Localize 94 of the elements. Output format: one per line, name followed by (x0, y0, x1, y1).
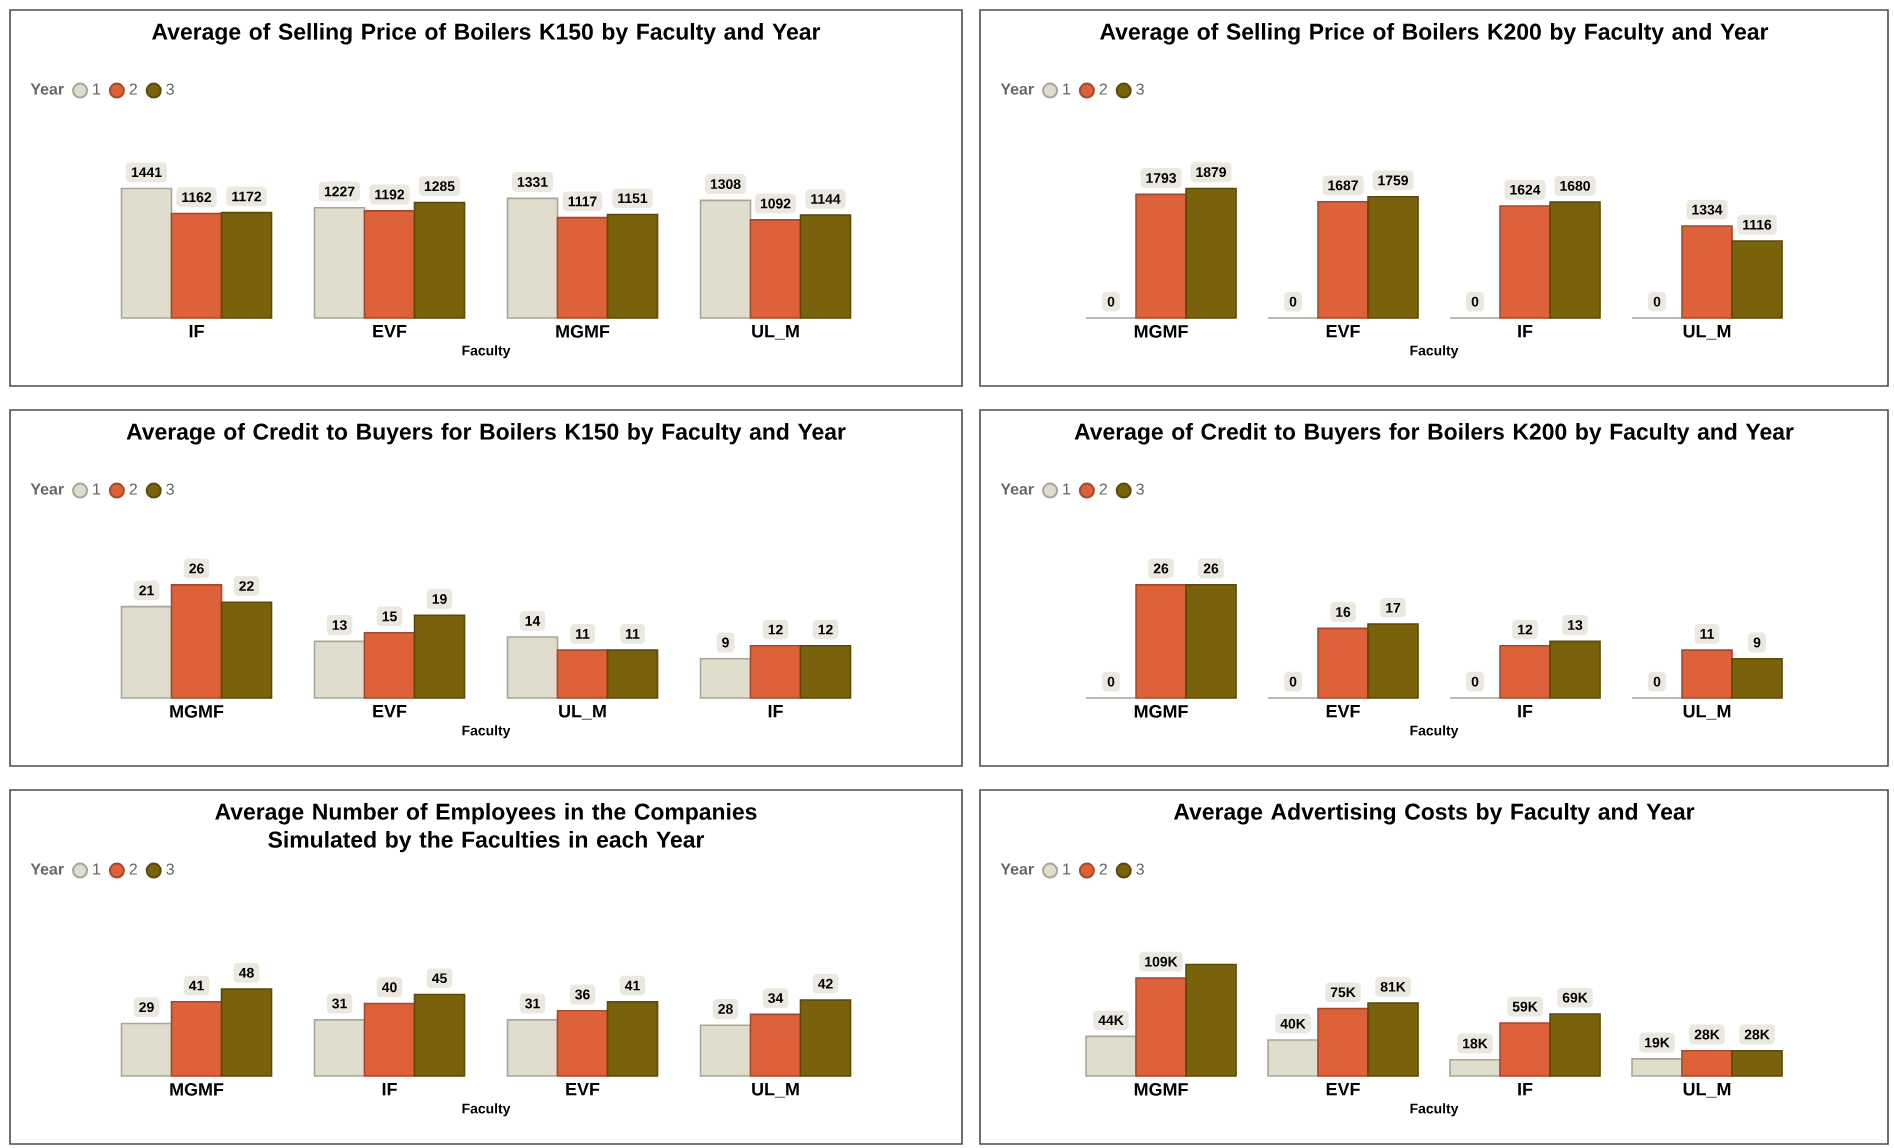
bar (1267, 1039, 1319, 1077)
bar (1681, 649, 1733, 699)
x-tick-label: EVF (373, 325, 407, 338)
bar (506, 197, 559, 319)
bar (1681, 1049, 1733, 1077)
bar (1549, 1013, 1601, 1077)
bar (1085, 1035, 1137, 1077)
bar (220, 211, 273, 319)
bar (413, 614, 466, 699)
bar (1731, 658, 1783, 699)
x-tick-label: MGMF (1134, 325, 1188, 338)
x-tick-label: MGMF (170, 1083, 224, 1096)
bar (799, 644, 852, 699)
chart-title: Average of Credit to Buyers for Boilers K200 by Faculty and Year (1074, 423, 1794, 445)
bar (313, 206, 366, 319)
bar (220, 601, 273, 699)
bar (606, 1000, 659, 1077)
x-tick-label: EVF (566, 1083, 600, 1096)
bar (1367, 623, 1419, 699)
bar (749, 644, 802, 699)
bar (699, 199, 752, 319)
x-tick-label: IF (768, 705, 783, 718)
bar (699, 1024, 752, 1077)
bar (1185, 584, 1237, 699)
bar (799, 999, 852, 1077)
chart-title: Average Number of Employees in the Companies Simulated by the Faculties in each Year (215, 803, 757, 853)
bar (313, 1019, 366, 1077)
x-tick-label: UL_M (1683, 705, 1731, 720)
x-tick-label: MGMF (556, 325, 610, 338)
bar (120, 605, 173, 699)
x-tick-label: MGMF (1134, 705, 1188, 718)
bar (699, 658, 752, 699)
bar (1135, 977, 1187, 1077)
bar (1185, 963, 1237, 1077)
x-tick-label: UL_M (1683, 325, 1731, 340)
chart-title: Average of Selling Price of Boilers K150 by Faculty and Year (152, 23, 821, 45)
chart-title: Average of Selling Price of Boilers K200 by Faculty and Year (1100, 23, 1769, 45)
x-tick-label: IF (189, 325, 204, 338)
bar (120, 1022, 173, 1077)
bar (363, 631, 416, 699)
x-tick-label: IF (1518, 325, 1533, 338)
x-tick-label: UL_M (1683, 1083, 1731, 1098)
x-tick-label: IF (382, 1083, 397, 1096)
chart-title: Average Advertising Costs by Faculty and Year (1173, 803, 1695, 825)
bar (1449, 1058, 1501, 1077)
bar (363, 1002, 416, 1077)
x-tick-label: UL_M (752, 1083, 799, 1098)
bar (749, 1013, 802, 1077)
bar (1731, 1049, 1783, 1077)
bar (606, 649, 659, 699)
bar (506, 636, 559, 699)
bar (1681, 225, 1733, 319)
bar (1731, 240, 1783, 319)
bar (413, 993, 466, 1077)
bar (799, 214, 852, 319)
x-tick-label: EVF (373, 705, 407, 718)
bar (606, 213, 659, 319)
bar (413, 201, 466, 319)
bar (220, 988, 273, 1077)
x-tick-label: EVF (1326, 325, 1360, 338)
bar (1631, 1058, 1683, 1077)
bar (506, 1019, 559, 1077)
bar (1499, 1022, 1551, 1077)
x-tick-label: MGMF (1134, 1083, 1188, 1096)
bar (1549, 640, 1601, 699)
bar (1367, 195, 1419, 319)
bar (1185, 187, 1237, 319)
chart-title: Average of Credit to Buyers for Boilers K150 by Faculty and Year (126, 423, 846, 445)
x-tick-label: UL_M (752, 325, 799, 340)
x-tick-label: UL_M (559, 705, 606, 720)
bar (1549, 201, 1601, 319)
bar (1135, 193, 1187, 319)
bar (749, 219, 802, 319)
bar (1499, 205, 1551, 319)
bar (556, 1010, 609, 1077)
bar (170, 212, 223, 319)
bar (1317, 200, 1369, 319)
x-tick-label: EVF (1326, 705, 1360, 718)
x-tick-label: MGMF (170, 705, 224, 718)
bar (120, 187, 173, 319)
bar (170, 584, 223, 699)
bar (556, 216, 609, 319)
bar (363, 210, 416, 319)
x-tick-label: IF (1518, 705, 1533, 718)
bar (1317, 1007, 1369, 1077)
bar (1367, 1002, 1419, 1077)
bar (1317, 627, 1369, 699)
x-tick-label: IF (1518, 1083, 1533, 1096)
bar (1135, 584, 1187, 699)
x-tick-label: EVF (1326, 1083, 1360, 1096)
bar (313, 640, 366, 699)
bar (556, 649, 609, 699)
bar (170, 1000, 223, 1077)
bar (1499, 644, 1551, 699)
